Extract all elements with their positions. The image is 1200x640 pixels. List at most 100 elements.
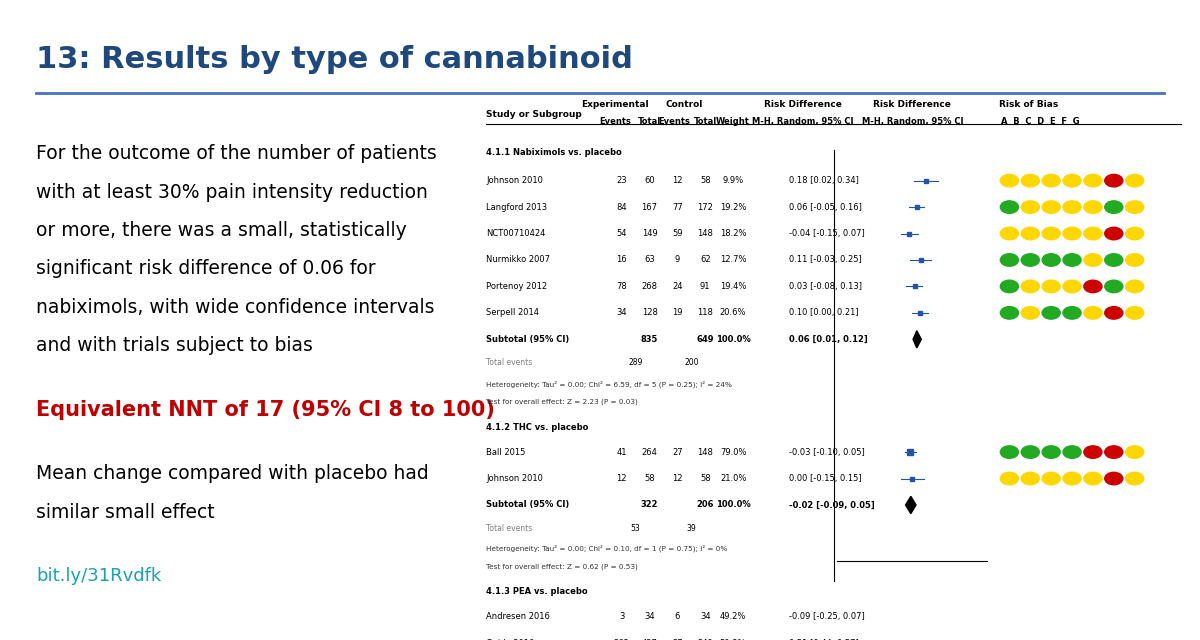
Text: 100.0%: 100.0% — [715, 500, 750, 509]
Text: 34: 34 — [644, 612, 655, 621]
Text: ?: ? — [1050, 205, 1052, 209]
Text: 6: 6 — [674, 612, 680, 621]
Circle shape — [1126, 307, 1144, 319]
Text: 4.1.3 PEA vs. placebo: 4.1.3 PEA vs. placebo — [486, 588, 588, 596]
Text: ?: ? — [1008, 178, 1012, 183]
Text: ?: ? — [1091, 205, 1094, 209]
Text: ?: ? — [1008, 231, 1012, 236]
Text: 21.0%: 21.0% — [720, 474, 746, 483]
Circle shape — [1084, 174, 1102, 187]
Circle shape — [1021, 307, 1039, 319]
Text: Andresen 2016: Andresen 2016 — [486, 612, 550, 621]
Text: ?: ? — [1133, 178, 1136, 183]
Text: +: + — [1069, 449, 1075, 454]
Circle shape — [1042, 174, 1061, 187]
Text: ?: ? — [1091, 310, 1094, 316]
Text: ?: ? — [1070, 231, 1074, 236]
Text: Johnson 2010: Johnson 2010 — [486, 474, 542, 483]
Text: 249: 249 — [697, 639, 713, 640]
Text: Nurmikko 2007: Nurmikko 2007 — [486, 255, 550, 264]
Text: 262: 262 — [613, 639, 630, 640]
Circle shape — [1126, 611, 1144, 623]
Text: ?: ? — [1050, 476, 1052, 481]
Text: 206: 206 — [696, 500, 714, 509]
Circle shape — [1001, 253, 1019, 266]
Text: similar small effect: similar small effect — [36, 502, 215, 522]
Text: +: + — [1069, 257, 1075, 262]
Text: 128: 128 — [642, 308, 658, 317]
Text: 100.0%: 100.0% — [715, 335, 750, 344]
Text: 18.2%: 18.2% — [720, 229, 746, 238]
Text: 9.9%: 9.9% — [722, 176, 744, 185]
Text: ?: ? — [1028, 310, 1032, 316]
Text: ?: ? — [1133, 284, 1136, 289]
Circle shape — [1105, 201, 1123, 213]
Text: +: + — [1111, 257, 1116, 262]
Circle shape — [1063, 174, 1081, 187]
Circle shape — [1001, 307, 1019, 319]
Text: +: + — [1049, 614, 1054, 620]
Text: ?: ? — [1133, 476, 1136, 481]
Circle shape — [1105, 227, 1123, 240]
Circle shape — [1001, 637, 1019, 640]
Text: Subtotal (95% CI): Subtotal (95% CI) — [486, 335, 569, 344]
Text: Subtotal (95% CI): Subtotal (95% CI) — [486, 500, 569, 509]
Text: ?: ? — [1133, 310, 1136, 316]
Text: Heterogeneity: Tau² = 0.00; Chi² = 0.10, df = 1 (P = 0.75); I² = 0%: Heterogeneity: Tau² = 0.00; Chi² = 0.10,… — [486, 545, 727, 552]
Text: Equivalent NNT of 17 (95% CI 8 to 100): Equivalent NNT of 17 (95% CI 8 to 100) — [36, 399, 494, 420]
Circle shape — [1001, 174, 1019, 187]
Text: 58: 58 — [700, 474, 710, 483]
Text: Mean change compared with placebo had: Mean change compared with placebo had — [36, 464, 428, 483]
Text: 148: 148 — [697, 229, 713, 238]
Circle shape — [1001, 611, 1019, 623]
Text: 79.0%: 79.0% — [720, 447, 746, 456]
Text: 0.06 [-0.05, 0.16]: 0.06 [-0.05, 0.16] — [788, 203, 862, 212]
Text: 12.7%: 12.7% — [720, 255, 746, 264]
Circle shape — [1084, 472, 1102, 484]
Text: 200: 200 — [684, 358, 698, 367]
Circle shape — [1084, 227, 1102, 240]
Text: 16: 16 — [617, 255, 628, 264]
Text: with at least 30% pain intensity reduction: with at least 30% pain intensity reducti… — [36, 182, 428, 202]
Text: ?: ? — [1070, 476, 1074, 481]
Text: ?: ? — [1028, 284, 1032, 289]
Text: Portenoy 2012: Portenoy 2012 — [486, 282, 547, 291]
Circle shape — [1126, 174, 1144, 187]
Text: 19.2%: 19.2% — [720, 203, 746, 212]
Circle shape — [1021, 446, 1039, 458]
Text: 0.10 [0.00, 0.21]: 0.10 [0.00, 0.21] — [788, 308, 858, 317]
Text: 0.03 [-0.08, 0.13]: 0.03 [-0.08, 0.13] — [788, 282, 862, 291]
Text: +: + — [1091, 614, 1096, 620]
Text: ?: ? — [1133, 257, 1136, 262]
Text: 24: 24 — [672, 282, 683, 291]
Circle shape — [1126, 472, 1144, 484]
Text: or more, there was a small, statistically: or more, there was a small, statisticall… — [36, 221, 407, 240]
Text: 149: 149 — [642, 229, 658, 238]
Text: 34: 34 — [617, 308, 628, 317]
Text: 19: 19 — [672, 308, 683, 317]
Text: 167: 167 — [642, 203, 658, 212]
Text: Events: Events — [658, 117, 690, 126]
Text: 3: 3 — [619, 612, 624, 621]
Text: A  B  C  D  E  F  G: A B C D E F G — [1001, 117, 1080, 126]
Text: 27: 27 — [672, 447, 683, 456]
Text: 148: 148 — [697, 447, 713, 456]
Circle shape — [1021, 637, 1039, 640]
Circle shape — [1042, 307, 1061, 319]
Circle shape — [1001, 446, 1019, 458]
Text: M-H, Random, 95% CI: M-H, Random, 95% CI — [752, 117, 853, 126]
Text: ?: ? — [1091, 178, 1094, 183]
Text: ?: ? — [1133, 205, 1136, 209]
Circle shape — [1042, 611, 1061, 623]
Text: ?: ? — [1028, 231, 1032, 236]
Circle shape — [1021, 253, 1039, 266]
Text: ?: ? — [1091, 257, 1094, 262]
Text: For the outcome of the number of patients: For the outcome of the number of patient… — [36, 144, 437, 163]
Circle shape — [1021, 611, 1039, 623]
Text: 649: 649 — [696, 335, 714, 344]
Text: 322: 322 — [641, 500, 659, 509]
Text: 20.6%: 20.6% — [720, 308, 746, 317]
Text: -0.09 [-0.25, 0.07]: -0.09 [-0.25, 0.07] — [788, 612, 864, 621]
Circle shape — [1001, 280, 1019, 292]
Circle shape — [1105, 253, 1123, 266]
